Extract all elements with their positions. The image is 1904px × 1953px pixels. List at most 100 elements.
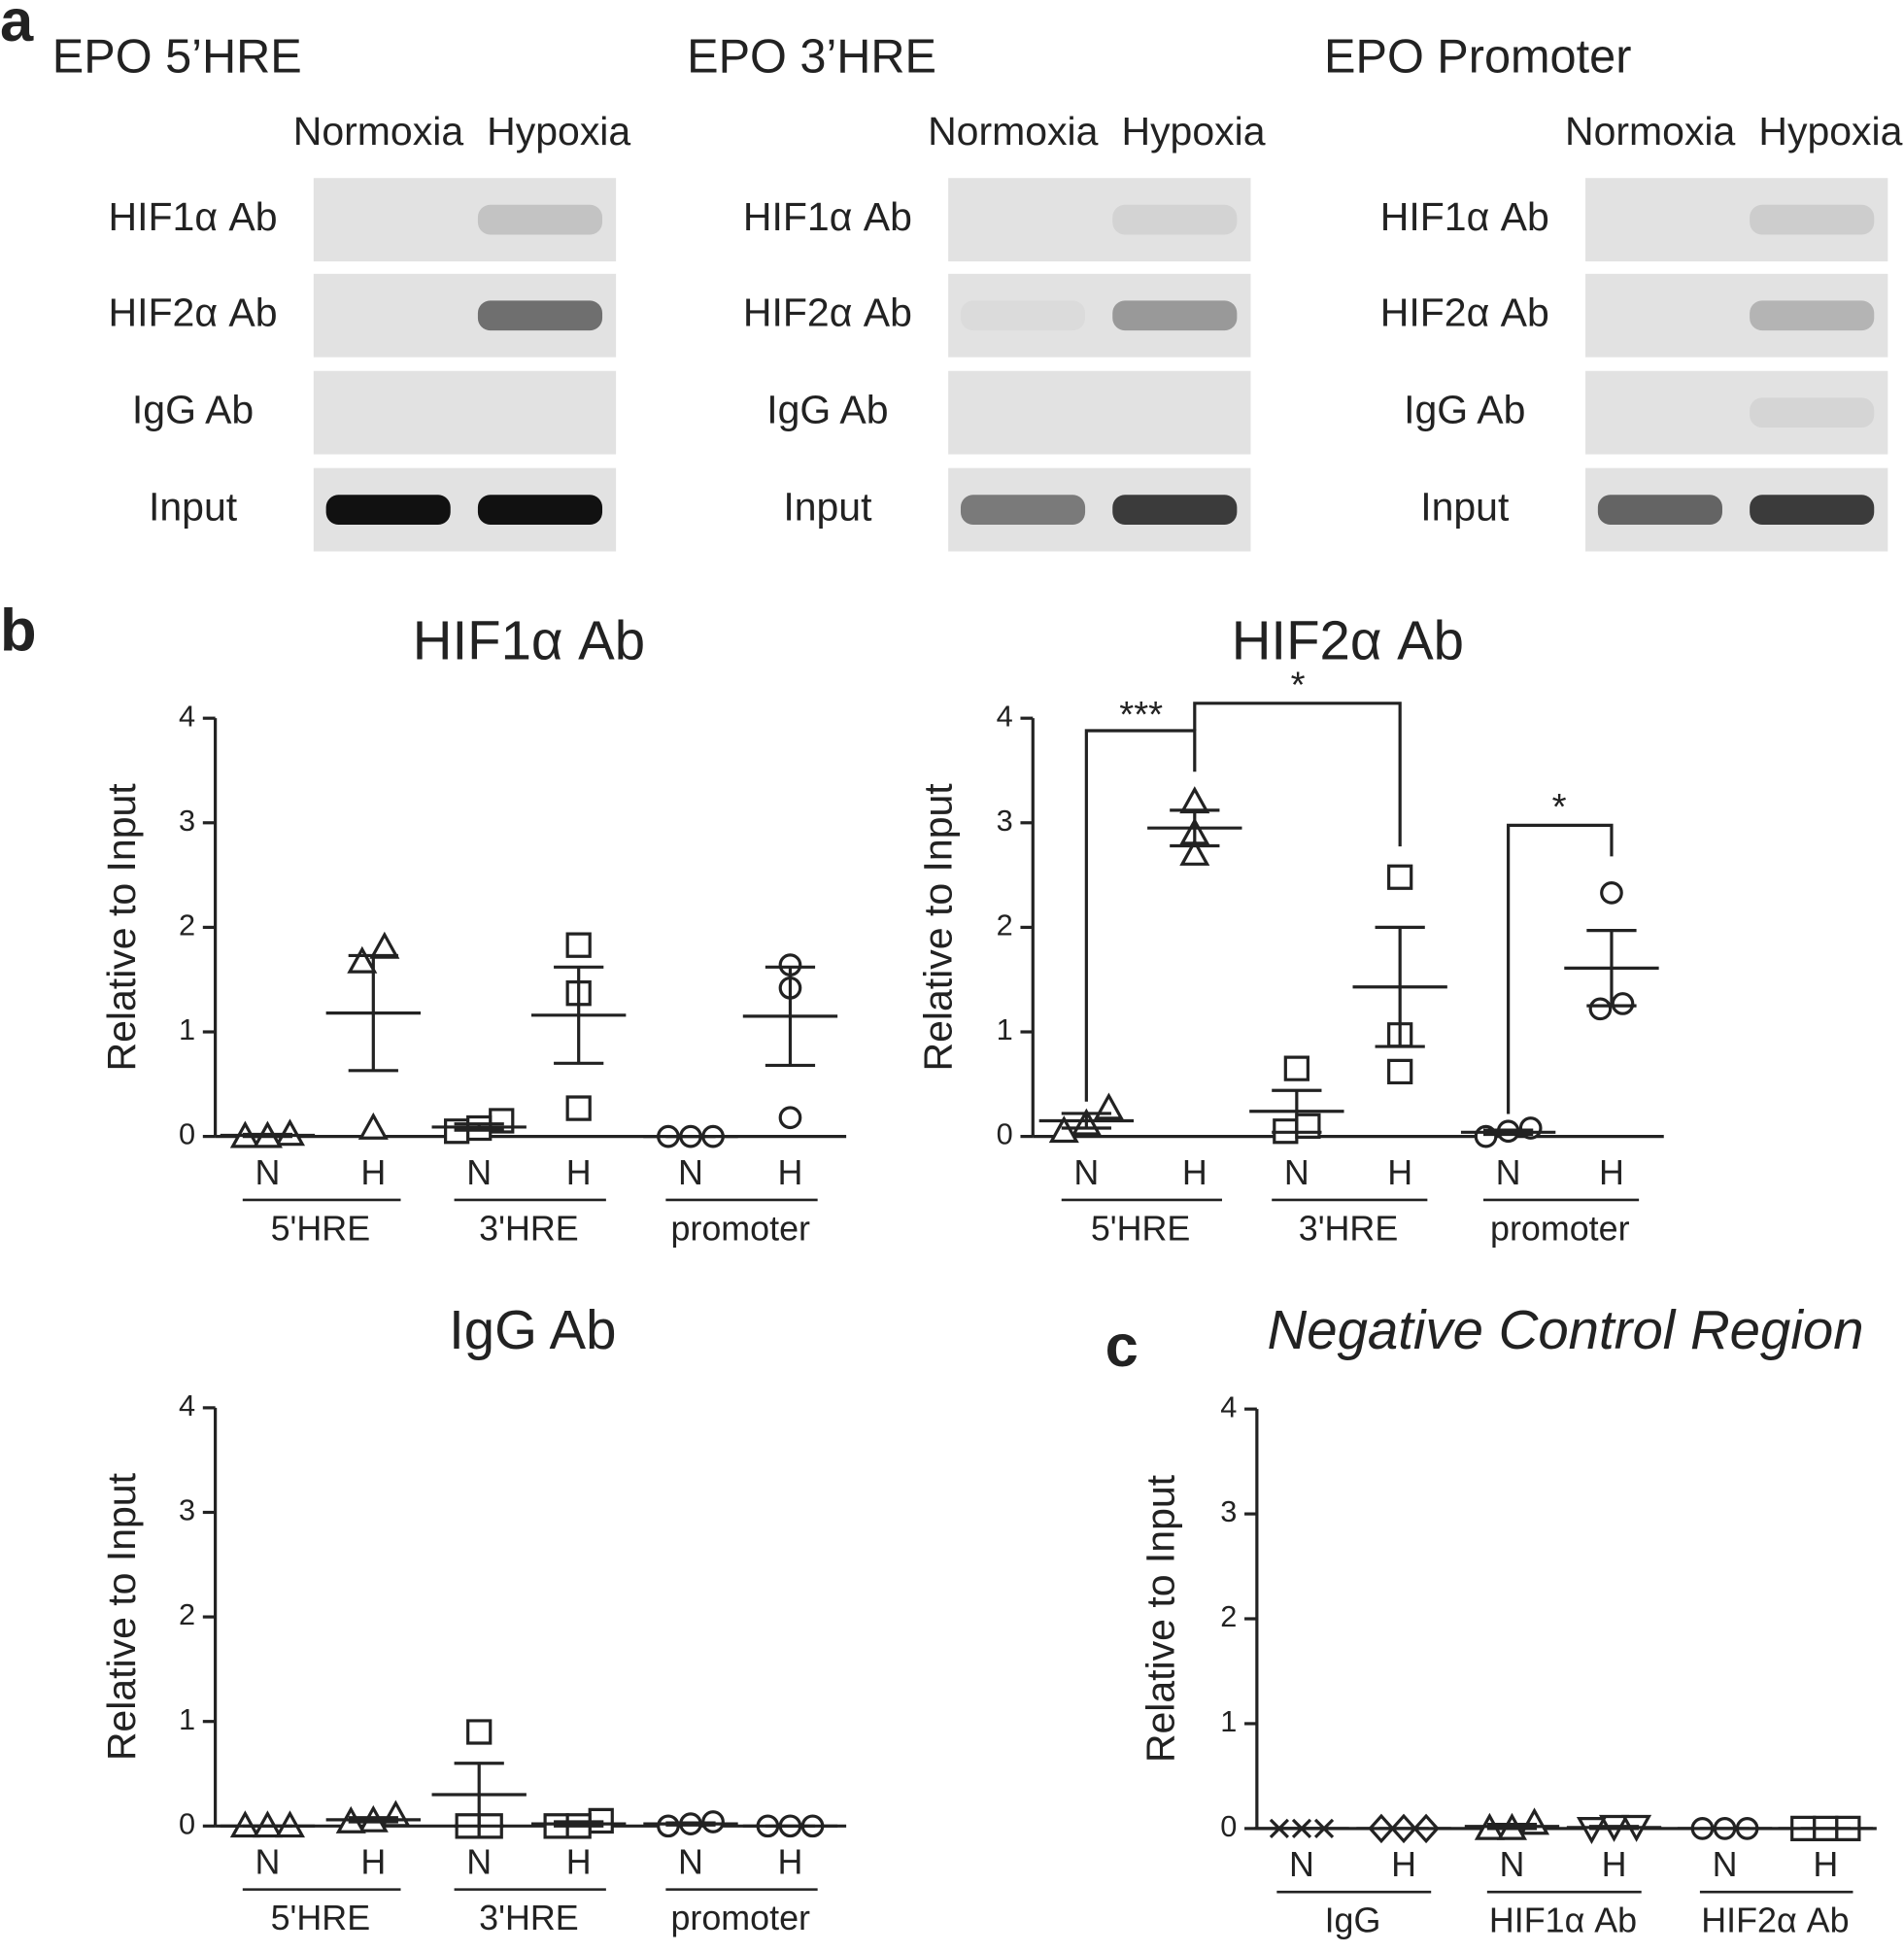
- data-point: [1387, 864, 1413, 890]
- gel-column-label: Hypoxia: [1758, 109, 1902, 154]
- group-label: 5'HRE: [271, 1899, 371, 1937]
- data-point: [347, 945, 378, 974]
- data-point: [565, 932, 592, 958]
- y-tick-label: 0: [179, 1117, 195, 1151]
- data-point: [357, 1112, 389, 1140]
- x-tick-label: N: [1284, 1153, 1309, 1192]
- gel-band: [1750, 495, 1875, 525]
- chart-title: Negative Control Region: [1268, 1299, 1864, 1360]
- gel-lane: [1585, 178, 1888, 262]
- y-tick-label: 2: [1220, 1599, 1237, 1633]
- x-tick-label: N: [1073, 1153, 1099, 1192]
- gel-band: [1597, 495, 1722, 525]
- x-tick-label: H: [778, 1153, 803, 1192]
- y-tick-label: 2: [997, 908, 1013, 942]
- y-tick-label: 3: [1220, 1494, 1237, 1528]
- gel-row-label: IgG Ab: [1404, 388, 1525, 432]
- chart-title: IgG Ab: [449, 1299, 616, 1360]
- data-point: [1387, 1058, 1413, 1085]
- y-axis-label: Relative to Input: [915, 783, 960, 1072]
- gel-column-label: Hypoxia: [1121, 109, 1265, 154]
- error-bar: [554, 1820, 604, 1828]
- y-tick-label: 1: [179, 1702, 195, 1736]
- error-bar: [348, 953, 398, 1073]
- error-bar: [348, 1816, 398, 1824]
- gel-band: [477, 495, 603, 525]
- gel-lane: [313, 178, 617, 262]
- chart-title: HIF1α Ab: [413, 609, 645, 670]
- gel-band: [960, 495, 1086, 525]
- gel-title: EPO 5’HRE: [52, 30, 302, 83]
- gel-column-label: Normoxia: [293, 109, 464, 154]
- error-bar: [1483, 1128, 1534, 1137]
- x-tick-label: H: [778, 1842, 803, 1881]
- error-bar: [454, 1122, 504, 1132]
- x-tick-label: N: [1289, 1845, 1314, 1884]
- y-tick-label: 1: [1220, 1704, 1237, 1738]
- x-tick-label: H: [1602, 1845, 1627, 1884]
- gel-row-label: Input: [149, 484, 238, 529]
- error-bar: [665, 1821, 716, 1827]
- gel-column-label: Hypoxia: [487, 109, 630, 154]
- gel-band: [477, 204, 603, 235]
- gel-row-label: HIF1α Ab: [109, 194, 278, 239]
- significance-bracket: [1507, 823, 1614, 1114]
- gel-lane: [948, 273, 1251, 358]
- gel-band: [1112, 495, 1238, 525]
- x-tick-label: H: [1599, 1153, 1624, 1192]
- group-label: HIF2α Ab: [1701, 1902, 1849, 1940]
- error-bar: [242, 1132, 293, 1139]
- y-axis-label: Relative to Input: [99, 1472, 144, 1761]
- gel-band: [477, 300, 603, 331]
- error-bar: [1586, 929, 1637, 1008]
- data-point: [1611, 992, 1635, 1015]
- gel-lane: [948, 370, 1251, 455]
- gel-lane: [313, 370, 617, 455]
- data-point: [1048, 1115, 1079, 1144]
- gel-lane: [1585, 273, 1888, 358]
- gel-title: EPO 3’HRE: [687, 30, 936, 83]
- group-label: promoter: [670, 1899, 810, 1937]
- x-tick-label: N: [466, 1153, 492, 1192]
- group-label: promoter: [670, 1209, 810, 1248]
- panel-label: a: [0, 0, 34, 54]
- gel-row-label: HIF2α Ab: [109, 291, 278, 335]
- panel-label: b: [0, 598, 37, 665]
- gel-row-label: IgG Ab: [766, 388, 888, 432]
- data-point: [489, 1108, 515, 1134]
- x-tick-label: N: [466, 1842, 492, 1881]
- significance-bracket: [1084, 729, 1197, 1102]
- y-tick-label: 4: [997, 699, 1013, 733]
- group-label: 5'HRE: [271, 1209, 371, 1248]
- gel-row-label: IgG Ab: [132, 388, 254, 432]
- y-axis-label: Relative to Input: [1139, 1474, 1183, 1763]
- y-tick-label: 0: [997, 1117, 1013, 1151]
- gel-row-label: Input: [783, 484, 872, 529]
- x-tick-label: H: [1387, 1153, 1412, 1192]
- panel-label: c: [1105, 1313, 1139, 1380]
- x-tick-label: H: [1182, 1153, 1207, 1192]
- y-tick-label: 3: [179, 1493, 195, 1527]
- error-bar: [1588, 1825, 1640, 1831]
- data-point: [1295, 1113, 1321, 1139]
- error-bar: [1272, 1088, 1322, 1134]
- x-tick-label: N: [1496, 1153, 1521, 1192]
- x-tick-label: H: [566, 1153, 592, 1192]
- x-tick-label: N: [1713, 1845, 1738, 1884]
- error-bar: [1061, 1112, 1111, 1130]
- x-tick-label: N: [255, 1842, 280, 1881]
- error-bar: [765, 965, 816, 1068]
- x-tick-label: H: [360, 1153, 386, 1192]
- y-tick-label: 0: [1220, 1809, 1237, 1843]
- data-point: [466, 1719, 493, 1745]
- error-bar: [554, 965, 604, 1065]
- gel-lane: [948, 178, 1251, 262]
- gel-band: [1750, 397, 1875, 428]
- y-tick-label: 3: [997, 804, 1013, 838]
- y-tick-label: 4: [179, 699, 195, 733]
- group-label: 3'HRE: [1299, 1209, 1399, 1248]
- gel-row-label: HIF2α Ab: [1380, 291, 1549, 335]
- y-tick-label: 2: [179, 1597, 195, 1631]
- x-tick-label: H: [566, 1842, 592, 1881]
